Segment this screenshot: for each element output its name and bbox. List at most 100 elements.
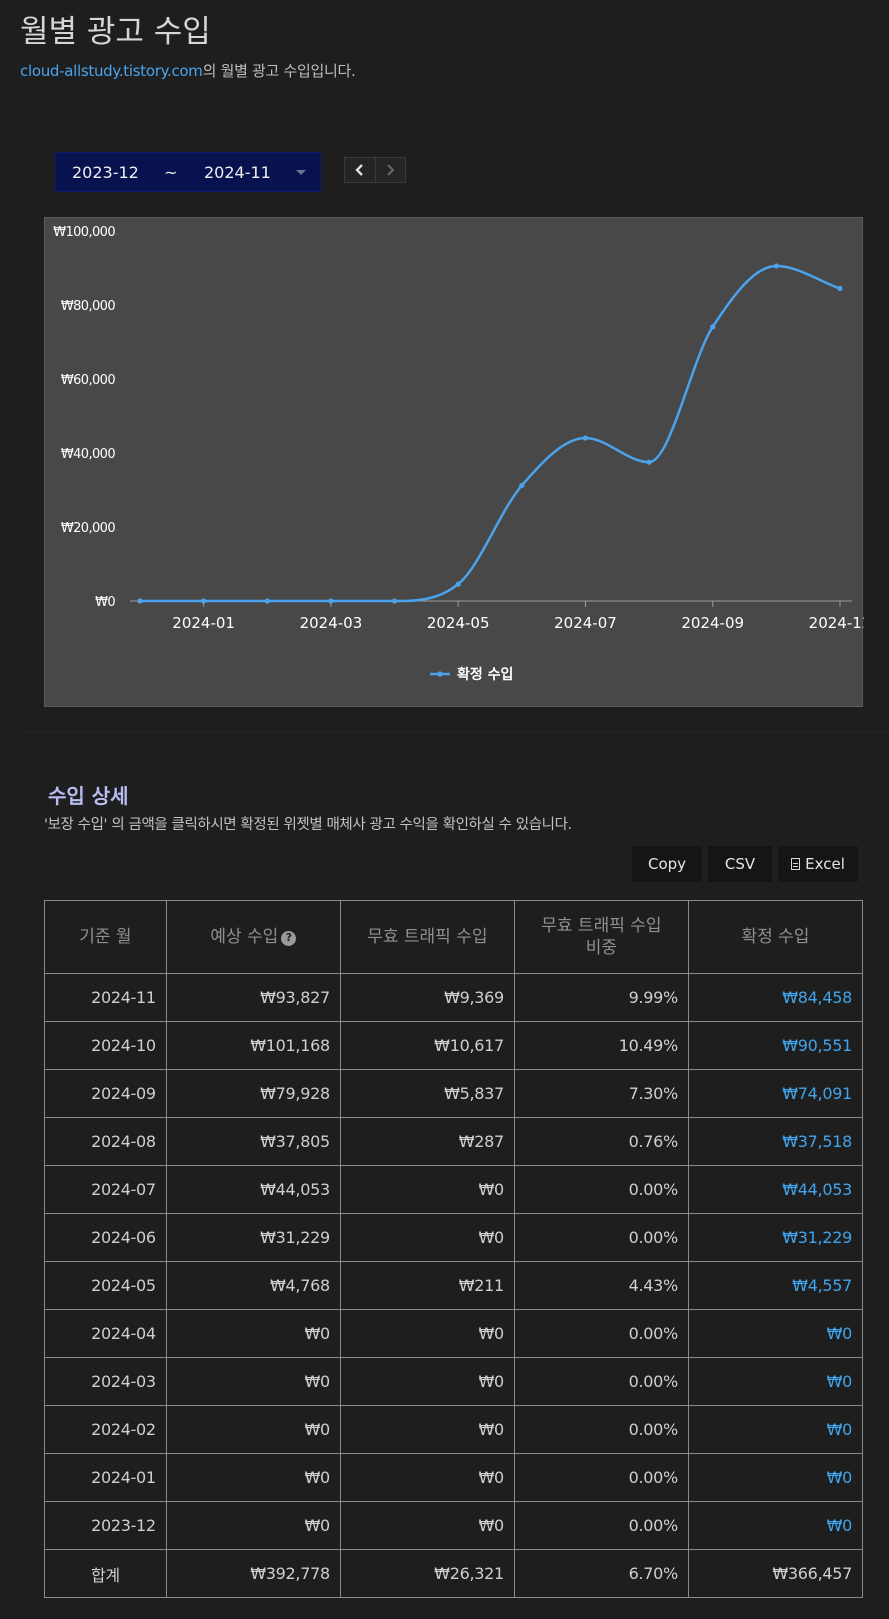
subtitle-suffix: 의 월별 광고 수입입니다. [202, 62, 356, 80]
section-divider [20, 731, 889, 732]
table-row: 2024-10 ₩101,168 ₩10,617 10.49% ₩90,551 [44, 1021, 864, 1070]
x-tick-label: 2024-11 [809, 614, 864, 632]
data-point [646, 459, 652, 465]
date-from: 2023-12 [72, 163, 139, 182]
question-circle-icon[interactable]: ? [281, 930, 297, 946]
col-expected-label: 예상 수입 [210, 927, 279, 947]
data-point [582, 435, 589, 441]
cell-month: 2024-08 [44, 1117, 167, 1166]
cell-expected: ₩101,168 [165, 1021, 341, 1070]
data-point [264, 598, 270, 604]
table-row: 2023-12 ₩0 ₩0 0.00% ₩0 [44, 1501, 864, 1550]
cell-ratio: 0.00% [513, 1213, 689, 1262]
export-buttons: Copy CSV Excel [632, 846, 858, 882]
x-tick-label: 2024-07 [554, 614, 617, 632]
col-month: 기준 월 [44, 900, 167, 974]
cell-expected: ₩31,229 [165, 1213, 341, 1262]
total-cell-ratio: 6.70% [513, 1549, 689, 1598]
next-month-button[interactable] [374, 158, 405, 182]
excel-button[interactable]: Excel [778, 846, 858, 882]
y-tick-label: ₩100,000 [53, 225, 115, 240]
cell-expected: ₩0 [165, 1501, 341, 1550]
x-tick-label: 2024-03 [300, 614, 363, 632]
cell-confirmed[interactable]: ₩84,458 [687, 973, 864, 1022]
cell-invalid: ₩287 [339, 1117, 515, 1166]
y-tick-label: ₩20,000 [61, 521, 115, 536]
date-range-picker[interactable]: 2023-12 ~ 2024-11 [55, 152, 321, 192]
table-row: 2024-08 ₩37,805 ₩287 0.76% ₩37,518 [44, 1117, 864, 1166]
prev-month-button[interactable] [345, 158, 375, 182]
cell-invalid: ₩211 [339, 1261, 515, 1310]
cell-ratio: 0.00% [513, 1357, 689, 1406]
section-title: 수입 상세 [48, 784, 129, 808]
data-point [519, 482, 525, 489]
cell-expected: ₩37,805 [165, 1117, 341, 1166]
cell-invalid: ₩0 [339, 1501, 515, 1550]
chevron-left-icon [355, 164, 363, 176]
cell-invalid: ₩5,837 [339, 1069, 515, 1118]
cell-confirmed[interactable]: ₩37,518 [687, 1117, 864, 1166]
cell-month: 2024-04 [44, 1309, 167, 1358]
y-tick-label: ₩40,000 [61, 447, 115, 462]
cell-month: 2024-02 [44, 1405, 167, 1454]
site-link[interactable]: cloud-allstudy.tistory.com [20, 62, 203, 80]
cell-confirmed[interactable]: ₩74,091 [687, 1069, 864, 1118]
cell-expected: ₩44,053 [165, 1165, 341, 1214]
cell-month: 2024-09 [44, 1069, 167, 1118]
cell-ratio: 9.99% [513, 973, 689, 1022]
cell-expected: ₩79,928 [165, 1069, 341, 1118]
cell-month: 2023-12 [44, 1501, 167, 1550]
x-tick-label: 2024-09 [681, 614, 744, 632]
table-row: 2024-07 ₩44,053 ₩0 0.00% ₩44,053 [44, 1165, 864, 1214]
income-chart: ₩0 ₩20,000 ₩40,000 ₩60,000 ₩80,000 ₩100,000 20… [44, 217, 864, 707]
cell-month: 2024-03 [44, 1357, 167, 1406]
cell-ratio: 0.00% [513, 1453, 689, 1502]
total-cell-expected: ₩392,778 [165, 1549, 341, 1598]
cell-expected: ₩0 [165, 1357, 341, 1406]
table-header-row: 기준 월 예상 수입? 무효 트래픽 수입 무효 트래픽 수입 비중 확정 수입 [44, 900, 864, 974]
x-tick-label: 2024-05 [427, 614, 490, 632]
cell-month: 2024-06 [44, 1213, 167, 1262]
total-cell-confirmed: ₩366,457 [687, 1549, 864, 1598]
copy-button[interactable]: Copy [632, 846, 702, 882]
cell-confirmed[interactable]: ₩0 [687, 1309, 864, 1358]
cell-confirmed[interactable]: ₩0 [687, 1501, 864, 1550]
section-description: '보장 수입' 의 금액을 클릭하시면 확정된 위젯별 매체사 광고 수익을 확… [44, 817, 572, 833]
page-title: 월별 광고 수입 [20, 14, 211, 50]
cell-invalid: ₩0 [339, 1405, 515, 1454]
cell-expected: ₩0 [165, 1453, 341, 1502]
cell-confirmed[interactable]: ₩4,557 [687, 1261, 864, 1310]
cell-confirmed[interactable]: ₩0 [687, 1453, 864, 1502]
series-line [140, 264, 841, 603]
cell-confirmed[interactable]: ₩0 [687, 1405, 864, 1454]
cell-confirmed[interactable]: ₩44,053 [687, 1165, 864, 1214]
cell-invalid: ₩0 [339, 1453, 515, 1502]
table-row: 2024-04 ₩0 ₩0 0.00% ₩0 [44, 1309, 864, 1358]
cell-confirmed[interactable]: ₩0 [687, 1357, 864, 1406]
cell-ratio: 0.00% [513, 1165, 689, 1214]
cell-confirmed[interactable]: ₩31,229 [687, 1213, 864, 1262]
y-tick-label: ₩0 [95, 595, 115, 610]
cell-ratio: 4.43% [513, 1261, 689, 1310]
cell-invalid: ₩0 [339, 1165, 515, 1214]
table-row: 2024-09 ₩79,928 ₩5,837 7.30% ₩74,091 [44, 1069, 864, 1118]
table-row: 2024-11 ₩93,827 ₩9,369 9.99% ₩84,458 [44, 973, 864, 1022]
data-point [137, 598, 143, 604]
cell-confirmed[interactable]: ₩90,551 [687, 1021, 864, 1070]
cell-month: 2024-10 [44, 1021, 167, 1070]
caret-down-icon [296, 170, 306, 175]
cell-expected: ₩0 [165, 1309, 341, 1358]
cell-expected: ₩0 [165, 1405, 341, 1454]
cell-invalid: ₩9,369 [339, 973, 515, 1022]
col-invalid-ratio-label: 무효 트래픽 수입 비중 [541, 916, 662, 958]
cell-invalid: ₩0 [339, 1357, 515, 1406]
subtitle: cloud-allstudy.tistory.com의 월별 광고 수입입니다. [20, 60, 356, 81]
csv-button[interactable]: CSV [708, 846, 772, 882]
total-cell-invalid: ₩26,321 [339, 1549, 515, 1598]
table-row: 2024-06 ₩31,229 ₩0 0.00% ₩31,229 [44, 1213, 864, 1262]
income-table: 기준 월 예상 수입? 무효 트래픽 수입 무효 트래픽 수입 비중 확정 수입 … [44, 900, 864, 1598]
table-row: 2024-01 ₩0 ₩0 0.00% ₩0 [44, 1453, 864, 1502]
cell-expected: ₩4,768 [165, 1261, 341, 1310]
table-total-row: 합계 ₩392,778 ₩26,321 6.70% ₩366,457 [44, 1549, 864, 1598]
cell-ratio: 0.00% [513, 1309, 689, 1358]
